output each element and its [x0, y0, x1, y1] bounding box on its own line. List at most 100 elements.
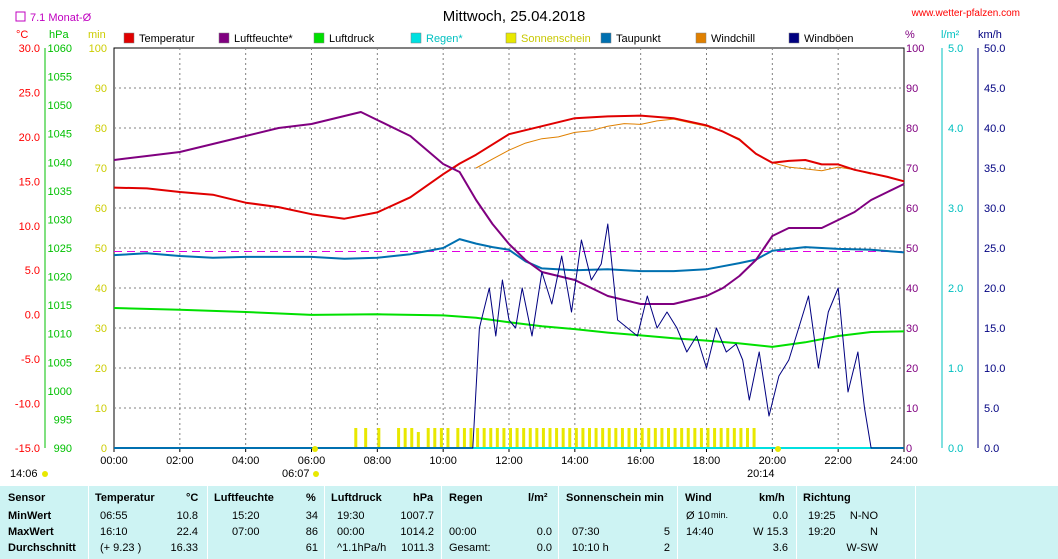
x-tick-label: 00:00 — [100, 455, 128, 467]
sunshine-bar — [416, 432, 420, 448]
y-tick-label-press: 1015 — [48, 300, 72, 312]
y-tick-label-pct: 30 — [906, 323, 918, 335]
stats-bg-rain — [442, 486, 558, 559]
sunshine-bar — [495, 428, 499, 448]
y-tick-label-wind: 35.0 — [984, 163, 1005, 175]
stat-label: MinWert — [8, 510, 52, 522]
sunshine-bar — [482, 428, 486, 448]
sunshine-bar — [433, 428, 437, 448]
sunrise-marker-icon — [312, 446, 318, 452]
sunshine-bar — [522, 428, 526, 448]
y-tick-label-wind: 25.0 — [984, 243, 1005, 255]
stat-sun-val: 5 — [663, 526, 670, 538]
stat-rain-time: Gesamt: — [449, 542, 491, 554]
y-tick-label-press: 990 — [54, 443, 72, 455]
stat-sun-time: 07:30 — [572, 526, 600, 538]
sunshine-bar — [555, 428, 559, 448]
sunshine-bar — [502, 428, 506, 448]
stat-press-val: 1011.3 — [401, 542, 434, 554]
x-tick-label: 14:00 — [561, 455, 589, 467]
y-tick-label-wind: 30.0 — [984, 203, 1005, 215]
x-tick-label: 04:00 — [232, 455, 260, 467]
y-tick-label-press: 1020 — [48, 272, 72, 284]
stat-wind-time: Ø 10 — [686, 510, 710, 522]
sunshine-bar — [746, 428, 749, 448]
y-tick-label-rain: 1.0 — [948, 363, 963, 375]
stat-hum-time: 15:20 — [232, 510, 260, 522]
x-tick-label: 18:00 — [693, 455, 721, 467]
y-tick-label-pct: 70 — [906, 163, 918, 175]
stats-bg-hum — [208, 486, 324, 559]
y-tick-label-temp: 25.0 — [19, 87, 40, 99]
legend-swatch — [313, 32, 325, 44]
left-time-sun-icon — [42, 471, 48, 477]
weather-chart: 00:00 02:00 04:00 06:00 08:00 10:00 12:00 14:00… — [10, 8, 1020, 480]
y-tick-label-minutes: 80 — [95, 123, 107, 135]
left-time-label: 14:06 — [10, 468, 38, 480]
legend-swatch — [600, 32, 612, 44]
hdr-wind-unit: km/h — [759, 492, 785, 504]
unit-temp: °C — [16, 29, 28, 41]
series-line-luftdruck — [113, 307, 905, 348]
stats-bg-dir — [797, 486, 915, 559]
hdr-regen: Regen — [449, 492, 483, 504]
stats-bg-wind — [678, 486, 796, 559]
sunrise-icon — [313, 471, 319, 477]
x-tick-label: 08:00 — [364, 455, 392, 467]
legend-label: Windchill — [711, 33, 755, 45]
legend-label: Regen* — [426, 33, 463, 45]
sunshine-bar — [574, 428, 578, 448]
sunshine-bar — [614, 428, 618, 448]
stat-hum-val: 86 — [305, 526, 318, 538]
axes: 00:00 02:00 04:00 06:00 08:00 10:00 12:00 14:00… — [15, 43, 1006, 467]
hdr-press-unit: hPa — [413, 492, 434, 504]
sunshine-bar — [726, 428, 730, 448]
y-tick-label-press: 1060 — [48, 43, 72, 55]
stat-wind-sub: min. — [711, 510, 729, 520]
unit-min: min — [88, 29, 106, 41]
sunshine-bar — [660, 428, 664, 448]
sunshine-bar — [647, 428, 651, 448]
stat-press-val: 1014.2 — [400, 526, 434, 538]
y-tick-label-wind: 45.0 — [984, 83, 1005, 95]
legend-label: Luftfeuchte* — [234, 33, 293, 45]
y-tick-label-wind: 20.0 — [984, 283, 1005, 295]
sunshine-bar — [377, 428, 381, 448]
y-tick-label-pct: 40 — [906, 283, 918, 295]
legend-swatch — [123, 32, 135, 44]
y-tick-label-temp: 10.0 — [19, 221, 40, 233]
y-tick-label-press: 1035 — [48, 186, 72, 198]
y-tick-label-press: 1005 — [48, 357, 72, 369]
monthly-avg-label: 7.1 Monat-Ø — [30, 12, 92, 24]
y-tick-label-minutes: 100 — [89, 43, 107, 55]
y-tick-label-rain: 2.0 — [948, 283, 963, 295]
y-tick-label-wind: 50.0 — [984, 43, 1005, 55]
x-tick-label: 10:00 — [429, 455, 457, 467]
sunshine-bar — [561, 428, 565, 448]
stat-wind-val: 0.0 — [772, 510, 788, 522]
y-tick-label-minutes: 90 — [95, 83, 107, 95]
sunshine-bar — [528, 428, 532, 448]
legend-label: Luftdruck — [329, 33, 375, 45]
sunshine-bar — [594, 428, 598, 448]
stat-hum-val: 34 — [305, 510, 318, 522]
y-tick-label-temp: 20.0 — [19, 132, 40, 144]
y-tick-label-minutes: 40 — [95, 283, 107, 295]
y-tick-label-pct: 60 — [906, 203, 918, 215]
y-tick-label-press: 1010 — [48, 329, 72, 341]
unit-press: hPa — [49, 29, 69, 41]
sunshine-bar — [719, 428, 723, 448]
stats-bg-sensor — [0, 486, 88, 559]
x-tick-label: 16:00 — [627, 455, 655, 467]
y-tick-label-temp: -15.0 — [15, 443, 40, 455]
y-tick-label-pct: 80 — [906, 123, 918, 135]
stat-temp-val: 22.4 — [176, 526, 198, 538]
hdr-richtung: Richtung — [803, 492, 851, 504]
stats-table: Sensor Temperatur °C Luftfeuchte % Luftd… — [0, 486, 1058, 559]
sunshine-bar — [739, 428, 743, 448]
series-line-taupunkt — [113, 238, 905, 273]
legend-swatch — [788, 32, 800, 44]
hdr-hum-unit: % — [306, 492, 316, 504]
y-tick-label-press: 1000 — [48, 386, 72, 398]
sunshine-bar — [706, 428, 710, 448]
